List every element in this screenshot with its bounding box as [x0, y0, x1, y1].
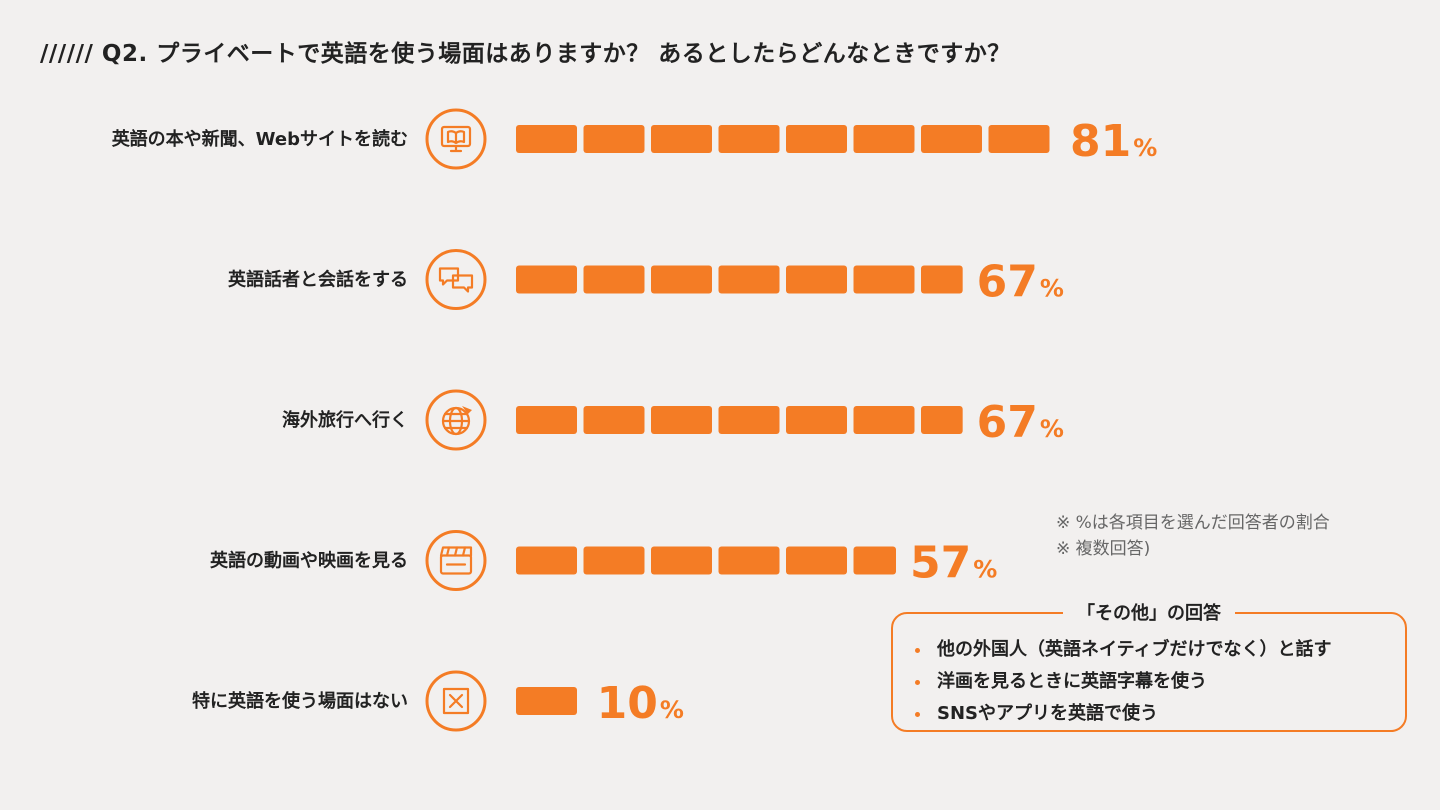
value-unit: %: [1040, 275, 1064, 303]
clapperboard-icon: [425, 530, 487, 591]
value-number: 10: [597, 678, 658, 729]
value-label: 10%: [597, 678, 684, 729]
bar-segment: [718, 265, 780, 294]
other-answers-box: 「その他」の回答 他の外国人（英語ネイティブだけでなく）と話す 洋画を見るときに…: [891, 599, 1407, 732]
value-unit: %: [1040, 415, 1064, 443]
bar: [516, 687, 577, 715]
x-box-icon: [425, 670, 487, 732]
value-number: 67: [977, 397, 1038, 448]
value-label: 67%: [977, 397, 1064, 448]
other-answer-item: 他の外国人（英語ネイティブだけでなく）と話す: [915, 634, 1405, 666]
value-number: 81: [1070, 116, 1131, 167]
icon-circle: [425, 249, 487, 310]
globe-plane-icon: [425, 389, 487, 451]
bar-segment: [516, 265, 577, 294]
bar-segment: [651, 546, 712, 575]
chart-note: ※ %は各項目を選んだ回答者の割合 ※ 複数回答): [1056, 510, 1330, 562]
value-unit: %: [1133, 134, 1157, 162]
other-answer-item: SNSやアプリを英語で使う: [915, 698, 1405, 730]
bar-segment: [516, 546, 577, 575]
bar-segment: [651, 406, 712, 434]
bar-segment: [718, 546, 780, 575]
bar: [516, 546, 896, 575]
bar-segment: [921, 125, 982, 153]
bar-segment: [786, 406, 847, 434]
value-label: 67%: [977, 257, 1064, 308]
category-label: 英語の動画や映画を見る: [209, 550, 408, 572]
bar-segment: [583, 546, 645, 575]
note-line: ※ %は各項目を選んだ回答者の割合: [1056, 513, 1330, 533]
bar-segment: [786, 265, 847, 294]
value-label: 81%: [1070, 116, 1157, 167]
bar: [516, 125, 1050, 153]
icon-circle: [425, 530, 487, 591]
bar: [516, 265, 963, 294]
value-number: 57: [910, 538, 971, 589]
note-line: ※ 複数回答): [1056, 539, 1151, 559]
bar-segment: [651, 125, 712, 153]
bar-segment: [516, 406, 577, 434]
bar: [516, 406, 963, 434]
icon-circle: [425, 108, 487, 170]
icon-circle: [425, 389, 487, 451]
value-unit: %: [973, 556, 997, 584]
bar-segment: [988, 125, 1050, 153]
value-unit: %: [660, 696, 684, 724]
bar-segment: [651, 265, 712, 294]
bar-segment: [853, 546, 896, 575]
bar-segment: [718, 125, 780, 153]
bar-segment: [786, 546, 847, 575]
value-number: 67: [977, 257, 1038, 308]
icon-circle: [425, 670, 487, 732]
bar-segment: [786, 125, 847, 153]
bar-segment: [853, 265, 915, 294]
category-label: 特に英語を使う場面はない: [192, 690, 408, 712]
value-label: 57%: [910, 538, 997, 589]
other-answers-list: 他の外国人（英語ネイティブだけでなく）と話す 洋画を見るときに英語字幕を使う S…: [893, 614, 1405, 730]
bar-segment: [583, 265, 645, 294]
bar-segment: [853, 125, 915, 153]
chart-title: ////// Q2. プライベートで英語を使う場面はありますか？ あるとしたらど…: [40, 41, 1011, 67]
bar-segment: [853, 406, 915, 434]
other-answer-item: 洋画を見るときに英語字幕を使う: [915, 666, 1405, 698]
category-label: 英語の本や新聞、Webサイトを読む: [111, 128, 408, 150]
other-answers-title: 「その他」の回答: [1063, 599, 1235, 625]
category-label: 海外旅行へ行く: [282, 409, 408, 431]
bar-segment: [516, 125, 577, 153]
monitor-book-icon: [425, 108, 487, 170]
bar-segment: [921, 265, 963, 294]
bar-segment: [718, 406, 780, 434]
bar-segment: [516, 687, 577, 715]
bar-segment: [583, 406, 645, 434]
category-label: 英語話者と会話をする: [227, 269, 408, 291]
chat-bubbles-icon: [425, 249, 487, 310]
bar-segment: [921, 406, 963, 434]
bar-segment: [583, 125, 645, 153]
